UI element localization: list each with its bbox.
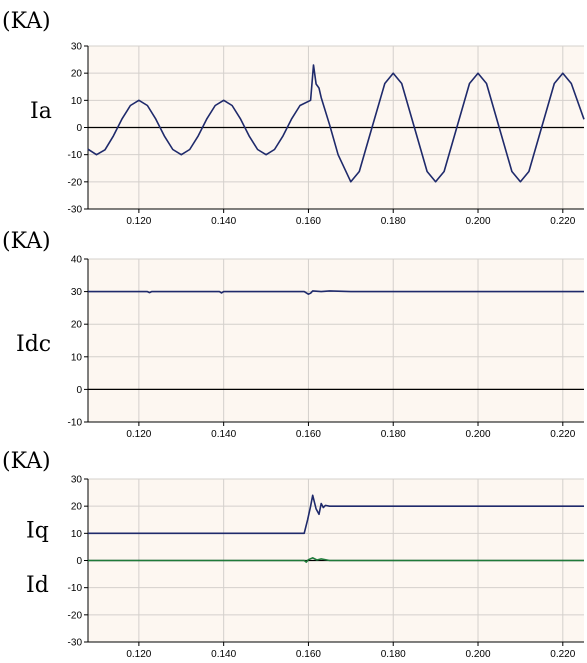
y-tick-label: 10 <box>71 352 83 363</box>
x-tick-label: 0.200 <box>466 216 491 227</box>
x-tick-label: 0.180 <box>381 429 406 440</box>
series-label-id: Id <box>26 573 49 598</box>
x-tick-label: 0.220 <box>550 429 575 440</box>
x-tick-label: 0.140 <box>211 429 236 440</box>
x-tick-label: 0.180 <box>381 649 406 660</box>
series-label-idc: Idc <box>16 332 51 357</box>
y-tick-label: -10 <box>68 583 83 594</box>
plot-area <box>88 259 584 422</box>
y-tick-label: 20 <box>71 69 83 80</box>
chart-panel-3: 30 20 10 0 -10 -20 -30 0.120 0.140 0.160 0.180 0.20… <box>2 449 584 660</box>
x-tick-label: 0.220 <box>550 649 575 660</box>
x-tick-label: 0.180 <box>381 216 406 227</box>
series-label-iq: Iq <box>26 519 49 544</box>
x-tick-label: 0.120 <box>126 649 151 660</box>
x-tick-label: 0.200 <box>466 429 491 440</box>
y-tick-label: -10 <box>68 150 83 161</box>
y-tick-label: -10 <box>68 418 83 429</box>
x-tick-label: 0.140 <box>211 216 236 227</box>
y-tick-label: 20 <box>71 320 83 331</box>
chart-panel-2: 40 30 20 10 0 -10 0.120 0.140 0.160 0.180 0.200 0.2… <box>2 229 584 440</box>
y-tick-label: 0 <box>76 385 82 396</box>
x-tick-label: 0.120 <box>126 429 151 440</box>
y-tick-label: 40 <box>71 255 83 266</box>
x-tick-label: 0.200 <box>466 649 491 660</box>
y-tick-label: 0 <box>76 123 82 134</box>
unit-label: (KA) <box>2 229 51 254</box>
x-tick-label: 0.160 <box>296 216 321 227</box>
y-tick-label: 30 <box>71 42 83 53</box>
series-line-idc <box>88 290 584 296</box>
y-tick-label: 10 <box>71 529 83 540</box>
x-tick-label: 0.160 <box>296 429 321 440</box>
unit-label: (KA) <box>2 449 51 474</box>
chart-panel-1: 30 20 10 0 -10 -20 -30 0.120 0.140 0.160 0.180 0.20… <box>2 9 585 227</box>
x-tick-label: 0.140 <box>211 649 236 660</box>
y-tick-label: 20 <box>71 502 83 513</box>
x-tick-label: 0.220 <box>550 216 575 227</box>
series-line-iq <box>88 494 584 535</box>
x-tick-label: 0.160 <box>296 649 321 660</box>
x-tick-label: 0.120 <box>126 216 151 227</box>
y-tick-label: 0 <box>76 556 82 567</box>
y-tick-label: -20 <box>68 610 83 621</box>
y-tick-label: 30 <box>71 475 83 486</box>
y-tick-label: 10 <box>71 96 83 107</box>
unit-label: (KA) <box>2 9 51 34</box>
series-line-id <box>88 556 584 563</box>
y-tick-label: 30 <box>71 287 83 298</box>
series-label-ia: Ia <box>30 99 52 124</box>
y-tick-label: -20 <box>68 177 83 188</box>
series-line-ia <box>87 64 585 183</box>
y-tick-label: -30 <box>68 638 83 649</box>
y-tick-label: -30 <box>68 205 83 216</box>
